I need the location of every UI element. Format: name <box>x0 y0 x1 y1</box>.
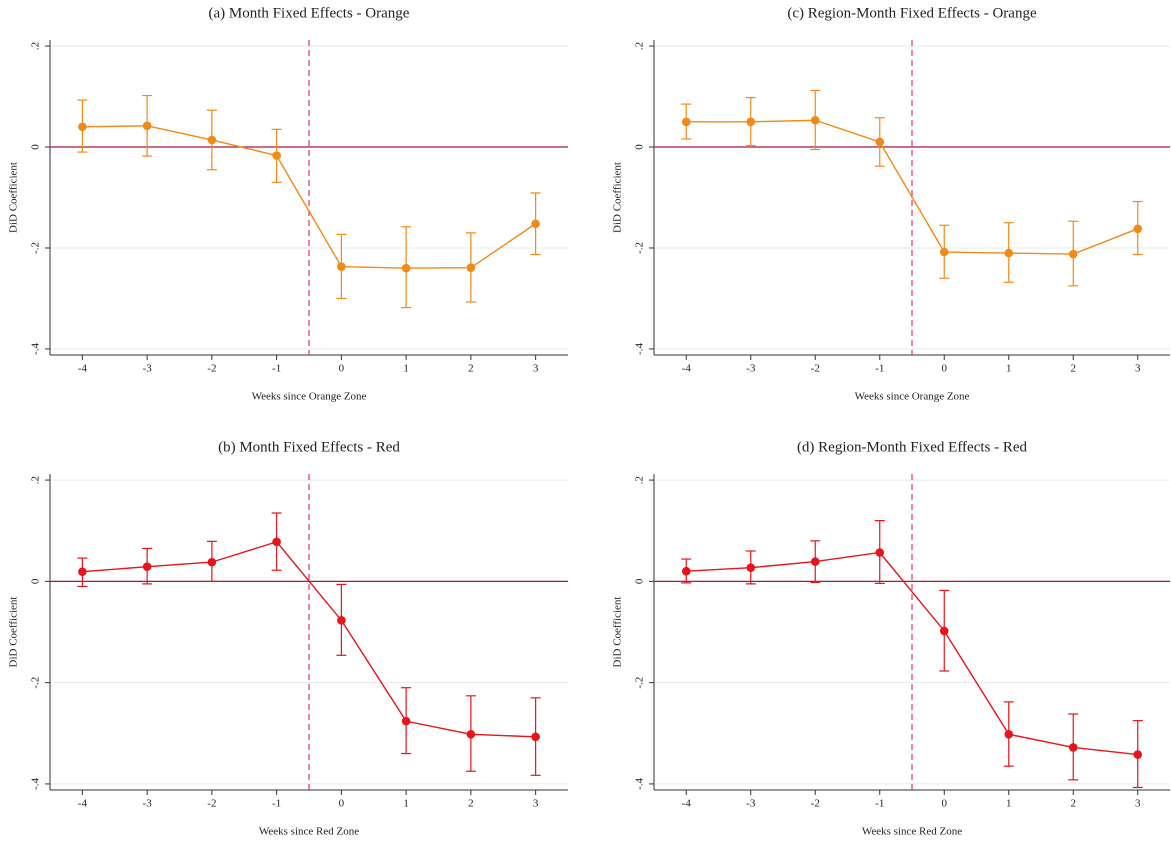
point <box>337 616 346 625</box>
x-tick-label: 2 <box>1071 798 1077 810</box>
point <box>939 626 949 636</box>
point <box>1004 248 1014 258</box>
chart-title: (a) Month Fixed Effects - Orange <box>209 5 410 21</box>
point <box>401 716 411 726</box>
x-tick-label: 1 <box>403 363 409 375</box>
point <box>466 263 476 272</box>
y-tick-label: .2 <box>634 476 646 484</box>
x-tick-label: 0 <box>339 363 345 375</box>
chart-title: (b) Month Fixed Effects - Red <box>218 439 400 455</box>
point <box>337 262 346 271</box>
y-tick-label: -.4 <box>30 777 42 789</box>
y-axis-label: DiD Coefficient <box>8 597 20 668</box>
point <box>78 122 87 132</box>
y-axis-label: DiD Coefficient <box>612 162 624 233</box>
x-tick-label: -4 <box>682 363 692 375</box>
point <box>939 247 949 257</box>
x-axis-label: Weeks since Red Zone <box>259 826 359 838</box>
point <box>875 137 885 147</box>
x-tick-label: 0 <box>942 363 948 375</box>
series-line <box>82 541 536 738</box>
y-tick-label: -.2 <box>634 677 646 689</box>
point <box>681 566 691 576</box>
x-tick-label: 1 <box>1006 798 1012 810</box>
point <box>1133 224 1143 234</box>
point <box>681 117 691 127</box>
point <box>1004 729 1014 739</box>
point <box>810 557 820 566</box>
y-axis-label: DiD Coefficient <box>612 597 624 668</box>
x-tick-label: 3 <box>533 798 539 810</box>
x-tick-label: -4 <box>78 363 88 375</box>
x-tick-label: -3 <box>143 363 153 375</box>
point <box>531 219 540 229</box>
point <box>207 557 217 567</box>
y-tick-label: -.4 <box>30 342 42 354</box>
y-tick-label: -.2 <box>30 677 42 689</box>
x-tick-label: -2 <box>207 363 216 375</box>
x-tick-label: 0 <box>942 798 948 810</box>
y-tick-label: -.2 <box>30 242 42 254</box>
x-tick-label: 1 <box>403 798 409 810</box>
series-line <box>82 125 537 269</box>
point <box>531 732 540 742</box>
point <box>1068 743 1078 752</box>
x-tick-label: -1 <box>272 363 281 375</box>
point <box>207 135 217 145</box>
y-axis-label: DiD Coefficient <box>8 162 20 233</box>
x-tick-label: -2 <box>811 363 820 375</box>
x-axis-label: Weeks since Red Zone <box>862 826 962 838</box>
x-tick-label: 3 <box>1135 363 1141 375</box>
x-tick-label: -2 <box>207 798 216 810</box>
x-tick-label: -3 <box>143 798 153 810</box>
point <box>746 563 756 572</box>
y-tick-label: .2 <box>634 42 646 50</box>
x-tick-label: 2 <box>468 798 474 810</box>
y-tick-label: 0 <box>30 144 42 150</box>
x-tick-label: -3 <box>746 798 756 810</box>
x-tick-label: 0 <box>339 798 345 810</box>
x-tick-label: -4 <box>682 798 692 810</box>
y-tick-label: -.4 <box>634 777 646 789</box>
point <box>746 117 756 127</box>
point <box>142 121 152 131</box>
point <box>810 115 820 125</box>
y-tick-label: 0 <box>634 144 646 150</box>
chart-title: (d) Region-Month Fixed Effects - Red <box>797 439 1028 455</box>
x-tick-label: -1 <box>875 363 884 375</box>
point <box>272 537 281 547</box>
y-tick-label: -.2 <box>634 242 646 254</box>
y-tick-label: -.4 <box>634 342 646 354</box>
y-tick-label: 0 <box>30 578 42 584</box>
chart-title: (c) Region-Month Fixed Effects - Orange <box>787 5 1037 21</box>
x-tick-label: -1 <box>875 798 884 810</box>
x-tick-label: -4 <box>78 798 88 810</box>
point <box>272 151 281 160</box>
x-axis-label: Weeks since Orange Zone <box>855 391 970 403</box>
y-tick-label: 0 <box>634 578 646 584</box>
x-tick-label: 1 <box>1006 363 1012 375</box>
point <box>466 729 476 739</box>
x-tick-label: 3 <box>1135 798 1141 810</box>
x-tick-label: 3 <box>533 363 539 375</box>
point <box>401 263 411 273</box>
y-tick-label: .2 <box>30 476 42 484</box>
x-tick-label: 2 <box>1071 363 1077 375</box>
series-line <box>686 551 1138 756</box>
point <box>142 562 152 571</box>
x-tick-label: -3 <box>746 363 756 375</box>
point <box>78 567 87 577</box>
y-tick-label: .2 <box>30 42 42 50</box>
x-tick-label: 2 <box>468 363 474 375</box>
x-tick-label: -2 <box>811 798 820 810</box>
point <box>1068 249 1078 259</box>
point <box>1133 750 1143 759</box>
series-line <box>686 119 1139 255</box>
point <box>875 548 885 557</box>
x-axis-label: Weeks since Orange Zone <box>252 391 367 403</box>
x-tick-label: -1 <box>272 798 281 810</box>
